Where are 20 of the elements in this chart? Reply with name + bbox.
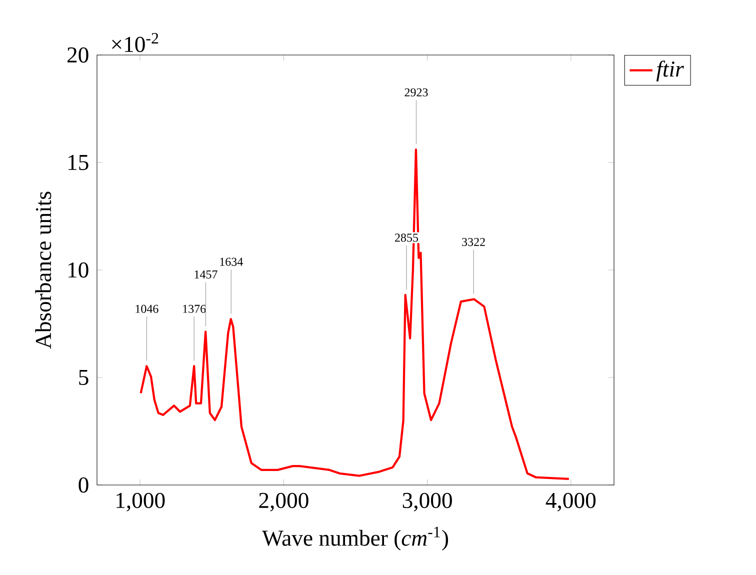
y-tick-label: 20 <box>68 47 88 63</box>
annotation: 1634 <box>220 258 243 266</box>
y-axis-title: Absorbance units <box>35 192 52 349</box>
x-tick-label: 4,000 <box>546 492 596 512</box>
annotation: 3322 <box>462 238 485 246</box>
x-tick-label: 2,000 <box>259 492 308 512</box>
x-tick-label: 3,000 <box>402 492 452 512</box>
y-tick-label: 5 <box>79 370 88 386</box>
y-tick-label: 0 <box>78 477 88 493</box>
annotation: 1457 <box>194 270 218 279</box>
annotation: 1376 <box>183 304 206 313</box>
x-axis-title: Wave number (cm$^{-1}$) <box>262 526 448 550</box>
x-tick-label: 1,000 <box>116 492 165 512</box>
legend-label: ftir <box>656 60 684 82</box>
text: ×10$^{-2}$ <box>112 32 158 52</box>
annotation: 2923 <box>404 88 428 96</box>
y-tick-label: 15 <box>68 154 88 170</box>
annotation: 1046 <box>136 304 158 313</box>
annotation: 2855 <box>395 234 418 242</box>
y-tick-label: 10 <box>68 262 88 278</box>
